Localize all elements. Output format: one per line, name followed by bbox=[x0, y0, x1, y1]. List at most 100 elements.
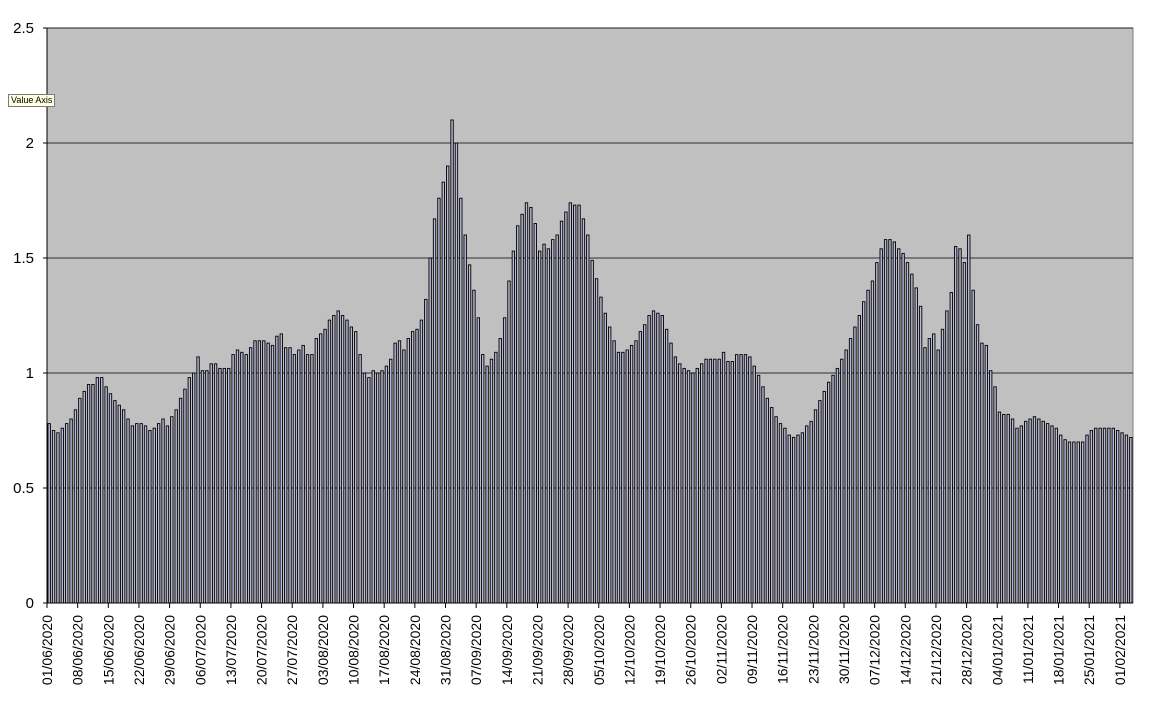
bar bbox=[297, 349, 301, 604]
bar bbox=[796, 434, 800, 604]
bar bbox=[415, 328, 419, 604]
bar bbox=[270, 344, 275, 604]
bar bbox=[498, 338, 502, 604]
bar bbox=[888, 239, 892, 604]
value-axis-tooltip: Value Axis bbox=[8, 94, 56, 107]
bar bbox=[774, 416, 778, 604]
x-tick-label: 21/09/2020 bbox=[529, 615, 545, 685]
bar bbox=[78, 397, 82, 604]
x-tick-label: 03/08/2020 bbox=[315, 615, 331, 685]
bar bbox=[100, 377, 104, 604]
y-tick-label: 0.5 bbox=[13, 480, 34, 497]
bar bbox=[1028, 418, 1032, 604]
bar bbox=[962, 262, 967, 604]
bar bbox=[559, 220, 564, 604]
bar bbox=[664, 328, 669, 604]
bar bbox=[327, 319, 332, 604]
bar bbox=[485, 365, 489, 604]
bar bbox=[310, 354, 314, 604]
bar bbox=[910, 273, 914, 604]
bar bbox=[91, 384, 95, 604]
bar bbox=[721, 351, 726, 604]
bar bbox=[546, 248, 551, 604]
x-tick-label: 02/11/2020 bbox=[713, 615, 729, 684]
bar bbox=[590, 259, 594, 604]
bar bbox=[104, 386, 108, 604]
bar bbox=[524, 202, 529, 604]
bar bbox=[288, 347, 292, 604]
bar bbox=[831, 374, 835, 604]
x-tick-label: 13/07/2020 bbox=[223, 615, 239, 685]
bar bbox=[323, 328, 327, 604]
bar bbox=[476, 317, 480, 604]
bar bbox=[599, 296, 603, 604]
bar bbox=[1041, 420, 1045, 604]
bar bbox=[822, 390, 826, 604]
bar bbox=[424, 298, 428, 604]
bar bbox=[809, 420, 813, 604]
bar bbox=[362, 372, 367, 604]
bar bbox=[840, 358, 844, 604]
bar bbox=[1085, 434, 1089, 604]
bar bbox=[940, 328, 945, 604]
bar bbox=[756, 374, 761, 604]
bar bbox=[157, 423, 161, 604]
x-tick-label: 18/01/2021 bbox=[1051, 615, 1067, 685]
bar bbox=[253, 340, 257, 604]
bar bbox=[980, 342, 984, 604]
bar bbox=[51, 430, 56, 604]
x-tick-label: 07/09/2020 bbox=[468, 615, 484, 685]
bar bbox=[130, 425, 135, 604]
bar bbox=[441, 181, 445, 604]
bar bbox=[1050, 425, 1054, 604]
bar bbox=[936, 349, 940, 604]
bar bbox=[533, 223, 537, 604]
bar bbox=[336, 310, 340, 604]
bar bbox=[743, 354, 748, 604]
bar bbox=[196, 356, 200, 604]
bar bbox=[200, 370, 205, 604]
bar bbox=[818, 400, 822, 604]
bar bbox=[537, 250, 542, 604]
bar bbox=[594, 278, 599, 604]
bar bbox=[564, 211, 568, 604]
bar bbox=[279, 333, 283, 604]
bar bbox=[419, 319, 424, 604]
bar bbox=[56, 432, 60, 604]
bar bbox=[432, 218, 437, 604]
bar bbox=[231, 354, 235, 604]
bar bbox=[235, 349, 240, 604]
x-tick-label: 15/06/2020 bbox=[100, 615, 116, 685]
bar bbox=[437, 197, 441, 604]
bar bbox=[502, 317, 507, 604]
bar bbox=[914, 287, 918, 604]
bar bbox=[844, 349, 848, 604]
bar bbox=[634, 340, 638, 604]
bar bbox=[897, 248, 901, 604]
bar bbox=[1120, 432, 1124, 604]
bar bbox=[827, 381, 831, 604]
bar bbox=[866, 289, 870, 604]
bar bbox=[227, 367, 231, 604]
bar bbox=[958, 248, 962, 604]
bar bbox=[717, 358, 721, 604]
bar bbox=[1045, 423, 1050, 604]
bar bbox=[358, 354, 362, 604]
x-tick-label: 01/06/2020 bbox=[39, 615, 55, 685]
bar bbox=[529, 206, 533, 604]
bar bbox=[380, 370, 384, 604]
bar bbox=[192, 372, 196, 604]
bar bbox=[901, 252, 905, 604]
bar bbox=[1116, 430, 1120, 604]
bar bbox=[340, 315, 345, 604]
bar bbox=[511, 250, 516, 604]
bar bbox=[612, 340, 616, 604]
x-tick-label: 25/01/2021 bbox=[1081, 615, 1097, 685]
bar bbox=[923, 347, 927, 604]
bar bbox=[402, 349, 406, 604]
bar bbox=[739, 354, 743, 604]
bar bbox=[1080, 441, 1085, 604]
bar bbox=[629, 344, 634, 604]
bar bbox=[60, 427, 64, 604]
